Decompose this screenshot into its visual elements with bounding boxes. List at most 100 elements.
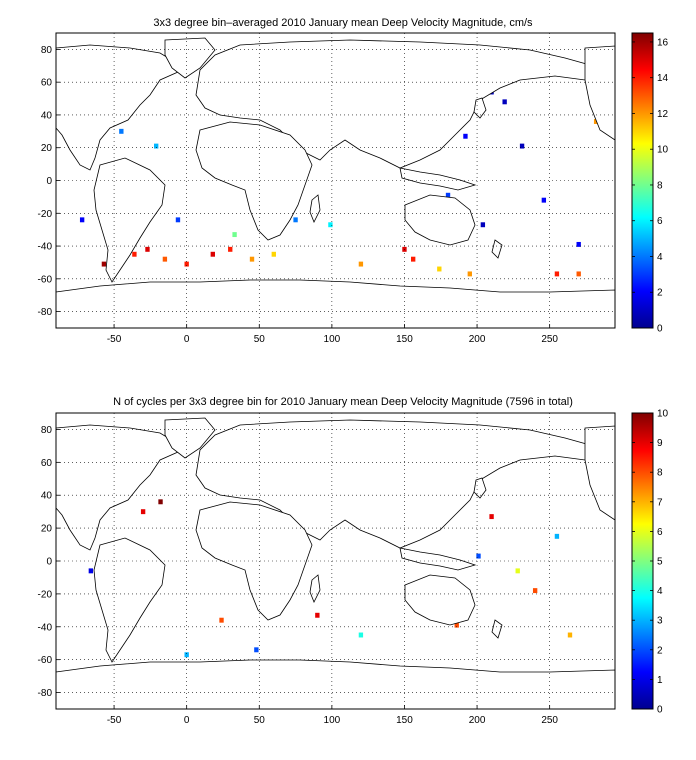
x-tick-label: 0 (184, 715, 190, 726)
land-north-america (55, 44, 179, 171)
heatmap-cell (411, 256, 416, 262)
chart-title-cycles: N of cycles per 3x3 degree bin for 2010 … (113, 396, 573, 408)
land-australia (404, 194, 476, 246)
heatmap-cell (358, 632, 364, 638)
colorbar-tick-label: 6 (657, 216, 663, 227)
land-new-zealand (491, 239, 503, 259)
colorbar-tick-label: 6 (657, 527, 663, 538)
land-maritime-asia (399, 547, 477, 571)
colorbar-tick-label: 16 (657, 37, 669, 48)
heatmap-cell (437, 266, 442, 272)
heatmap-cell (358, 261, 364, 267)
land-maritime-asia (399, 167, 477, 191)
colorbar-tick-label: 0 (657, 705, 663, 716)
y-tick-label: -60 (38, 274, 53, 285)
panel-cycles: N of cycles per 3x3 degree bin for 2010 … (38, 396, 669, 726)
heatmap-cell (88, 568, 94, 574)
colorbar-tick-label: 14 (657, 73, 669, 84)
heatmap-cell (184, 652, 189, 658)
x-tick-label: 250 (541, 715, 558, 726)
y-ticks-velocity: 80 60 40 20 0 -20 -40 -60 -80 (38, 45, 60, 318)
y-tick-label: 60 (41, 78, 53, 89)
y-tick-label: -80 (38, 688, 53, 699)
heatmap-cell (154, 143, 159, 149)
heatmap-cell (593, 119, 599, 124)
colorbar-tick-label: 12 (657, 109, 669, 120)
heatmap-cell (228, 246, 233, 252)
x-tick-label: 50 (254, 334, 266, 345)
x-tick-label: 200 (469, 715, 486, 726)
y-tick-label: -60 (38, 655, 53, 666)
colorbar-tick-label: 8 (657, 468, 663, 479)
x-tick-label: 50 (254, 715, 266, 726)
heatmap-cell (554, 271, 560, 277)
heatmap-cell (532, 588, 538, 594)
colorbar-tick-label: 2 (657, 288, 663, 299)
heatmap-cell (515, 568, 520, 574)
x-tick-label: 150 (396, 334, 413, 345)
heatmap-cell (254, 647, 259, 653)
x-tick-label: 150 (396, 715, 413, 726)
y-tick-label: -20 (38, 209, 53, 220)
y-tick-label: 60 (41, 458, 53, 469)
heatmap-cell (249, 256, 255, 262)
heatmap-cell (79, 217, 85, 223)
land-south-america (93, 157, 166, 283)
heatmap-cell (175, 217, 181, 223)
heatmap-cell (567, 632, 573, 638)
colorbar-tick-label: 10 (657, 145, 669, 156)
heatmap-cell (554, 533, 560, 539)
y-tick-label: -20 (38, 589, 53, 600)
y-ticks-cycles: 80 60 40 20 0 -20 -40 -60 -80 (38, 425, 60, 699)
heatmap-cell (219, 617, 224, 623)
y-tick-label: 0 (46, 557, 52, 568)
colorbar-tick-label: 7 (657, 497, 663, 508)
land-new-zealand (491, 619, 503, 639)
y-tick-label: 80 (41, 45, 53, 56)
colorbar-tick-label: 10 (657, 409, 669, 420)
heatmap-cell (489, 514, 494, 520)
heatmap-cell (502, 99, 507, 105)
heatmap-cell (210, 251, 215, 257)
panel-velocity: 3x3 degree bin–averaged 2010 January mea… (38, 17, 669, 345)
land-south-america (93, 537, 166, 663)
heatmap-cell (576, 241, 581, 247)
heatmap-cell (463, 133, 468, 139)
grid-cycles (56, 413, 615, 709)
y-tick-label: 40 (41, 491, 53, 502)
heatmap-cell (293, 217, 298, 223)
x-tick-label: 250 (541, 334, 558, 345)
chart-title-velocity: 3x3 degree bin–averaged 2010 January mea… (153, 17, 533, 29)
y-tick-label: 0 (46, 176, 52, 187)
land-madagascar (309, 574, 321, 603)
colorbar-tick-label: 5 (657, 557, 663, 568)
heatmap-cell (445, 192, 451, 198)
y-tick-label: -80 (38, 307, 53, 318)
y-tick-label: 20 (41, 143, 53, 154)
heatmap-cell (576, 271, 581, 277)
x-tick-label: -50 (107, 334, 122, 345)
y-tick-label: 20 (41, 524, 53, 535)
land-greenland (164, 37, 216, 79)
heatmap-cell (184, 261, 189, 267)
colorbar-tick-label: 2 (657, 645, 663, 656)
heatmap-cell (467, 271, 472, 277)
land-africa (195, 501, 313, 621)
heatmap-cell (271, 251, 276, 257)
colorbar-tick-label: 3 (657, 616, 663, 627)
heatmap-cell (315, 612, 320, 618)
heatmap-cell (119, 128, 124, 134)
heatmap-cell (140, 509, 146, 515)
colorbar-tick-label: 4 (657, 252, 663, 263)
colorbar-tick-label: 8 (657, 180, 663, 191)
heatmap-cell (232, 232, 237, 238)
colorbar-ticks-cycles: 0 1 2 3 4 5 6 7 8 9 10 (632, 409, 669, 716)
colorbar-tick-label: 0 (657, 324, 663, 335)
land-madagascar (309, 194, 321, 223)
heatmap-cell (454, 622, 459, 628)
land-velocity (55, 37, 616, 329)
heatmap-cell (480, 222, 486, 228)
heatmap-cell (145, 246, 150, 252)
colorbar-tick-label: 4 (657, 586, 663, 597)
